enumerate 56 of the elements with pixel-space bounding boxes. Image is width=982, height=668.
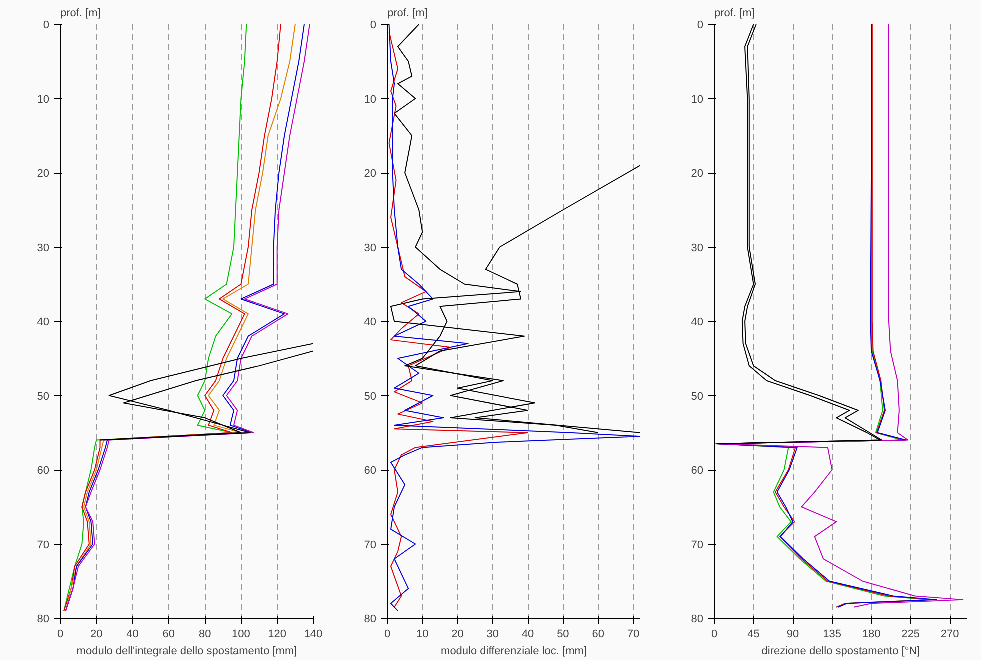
x-tick-label: 100 [232, 628, 250, 640]
y-tick-label: 30 [37, 242, 50, 254]
y-tick-label: 80 [37, 614, 50, 626]
x-tick-label: 180 [862, 628, 881, 640]
y-tick-label: 20 [37, 168, 50, 180]
y-tick-label: 0 [370, 20, 377, 32]
x-tick-label: 20 [90, 628, 103, 640]
x-tick-label: 80 [198, 628, 212, 640]
y-tick-label: 20 [691, 168, 704, 180]
x-tick-label: 20 [452, 628, 464, 640]
x-tick-label: 70 [627, 628, 640, 640]
y-axis-title: prof. [m] [60, 8, 101, 20]
x-tick-label: 40 [126, 628, 139, 640]
x-tick-label: 40 [522, 628, 534, 640]
x-tick-label: 270 [940, 628, 960, 640]
x-axis-title: modulo differenziale loc. [mm] [441, 646, 587, 658]
y-tick-label: 0 [697, 20, 704, 32]
y-tick-label: 50 [37, 390, 50, 403]
y-axis-title: prof. [m] [714, 8, 755, 20]
y-tick-label: 30 [691, 242, 704, 254]
y-tick-label: 40 [37, 316, 50, 328]
y-tick-label: 10 [364, 94, 377, 106]
y-tick-label: 10 [691, 94, 704, 106]
y-tick-label: 0 [43, 20, 50, 32]
x-tick-label: 10 [416, 628, 429, 640]
y-tick-label: 60 [37, 465, 50, 477]
x-tick-label: 60 [162, 628, 176, 640]
x-tick-label: 60 [592, 628, 604, 640]
y-axis-title: prof. [m] [388, 8, 428, 20]
y-tick-label: 40 [691, 316, 704, 328]
y-tick-label: 60 [364, 465, 377, 477]
y-tick-label: 50 [364, 390, 377, 403]
y-tick-label: 80 [691, 614, 704, 626]
y-tick-label: 80 [364, 614, 377, 626]
x-tick-label: 30 [486, 628, 500, 640]
x-tick-label: 225 [902, 628, 920, 640]
y-tick-label: 20 [364, 168, 377, 180]
x-tick-label: 0 [57, 628, 64, 640]
y-tick-label: 40 [364, 316, 377, 328]
y-tick-label: 50 [691, 390, 704, 403]
x-tick-label: 140 [304, 628, 323, 640]
y-tick-label: 70 [691, 539, 704, 552]
x-tick-label: 90 [786, 628, 800, 640]
y-tick-label: 10 [37, 94, 50, 106]
x-axis-title: modulo dell'integrale dello spostamento [mm] [76, 646, 298, 658]
x-tick-label: 0 [711, 628, 718, 640]
y-tick-label: 70 [364, 539, 377, 552]
x-tick-label: 135 [823, 628, 842, 640]
x-axis-title: direzione dello spostamento [°N] [762, 646, 920, 658]
x-tick-label: 50 [557, 628, 570, 640]
x-tick-label: 120 [268, 628, 287, 640]
y-tick-label: 30 [364, 242, 377, 254]
x-tick-label: 45 [748, 628, 760, 640]
y-tick-label: 70 [37, 539, 50, 552]
x-tick-label: 0 [384, 628, 391, 640]
y-tick-label: 60 [691, 465, 704, 477]
